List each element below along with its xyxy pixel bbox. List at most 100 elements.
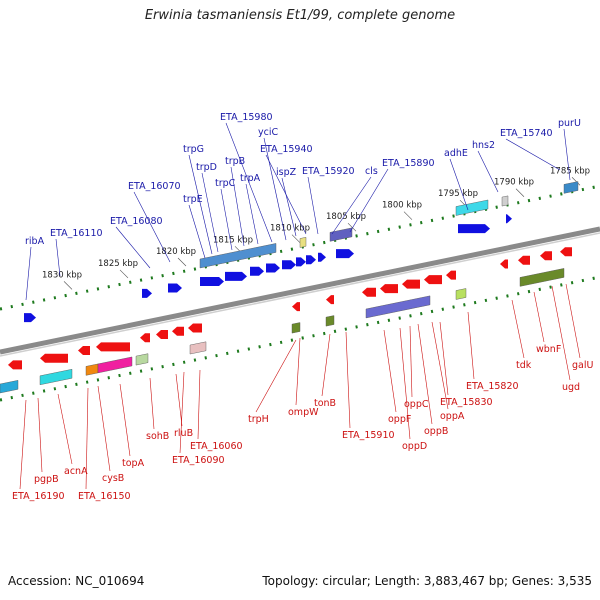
top-gene-label: ETA_15740: [500, 128, 553, 139]
reverse-cds-arrow: [540, 251, 552, 261]
bottom-gene-leader: [431, 321, 449, 410]
bottom-gene-leader: [399, 327, 411, 440]
top-gene-label: cls: [365, 166, 378, 177]
scale-label: 1805 kbp: [326, 212, 366, 222]
scale-label: 1800 kbp: [382, 201, 422, 211]
top-gene-leader: [477, 150, 499, 193]
top-gene-label: trpE: [183, 194, 203, 205]
scale-leader: [291, 234, 301, 243]
top-gene-leader: [265, 154, 307, 235]
scale-label: 1790 kbp: [494, 178, 534, 188]
bottom-gene-leader: [57, 393, 73, 465]
top-gene-leader: [55, 238, 61, 277]
reverse-cds-arrow: [362, 287, 376, 297]
top-gene-leader: [25, 246, 32, 301]
bottom-gene-label: tonB: [314, 398, 336, 409]
bottom-gene-label: oppC: [404, 399, 429, 410]
bottom-gene-leader: [97, 385, 111, 472]
reverse-product-box: [455, 288, 467, 300]
bottom-gene-leader: [119, 383, 131, 457]
forward-cds-arrow: [168, 283, 182, 293]
forward-cds-arrow: [306, 255, 316, 265]
forward-product-box: [563, 181, 579, 194]
reverse-cds-arrow: [156, 330, 168, 340]
top-gene-label: ETA_15980: [220, 112, 273, 123]
scale-leader: [515, 188, 525, 197]
scale-leader: [347, 222, 357, 232]
bottom-gene-label: ETA_15910: [342, 430, 395, 441]
bottom-gene-leader: [533, 291, 545, 343]
top-gene-label: yciC: [258, 127, 278, 138]
bottom-gene-label: topA: [122, 458, 145, 469]
top-gene-leader: [245, 183, 259, 245]
bottom-gene-leader: [345, 331, 351, 429]
top-gene-leader: [133, 191, 171, 263]
top-gene-label: ETA_16080: [110, 216, 163, 227]
reverse-product-box: [0, 380, 19, 394]
top-gene-label: ribA: [25, 236, 45, 247]
scale-label: 1820 kbp: [156, 247, 196, 257]
reverse-product-box: [365, 295, 431, 319]
bottom-gene-leader: [197, 369, 201, 440]
top-gene-leader: [230, 166, 245, 247]
top-gene-label: ispZ: [276, 167, 297, 178]
reverse-cds-arrow: [518, 255, 530, 265]
scale-leader: [403, 211, 413, 220]
top-gene-label: trpD: [196, 162, 217, 173]
reverse-cds-arrow: [292, 302, 300, 312]
top-gene-label: ETA_16070: [128, 181, 181, 192]
bottom-gene-leader: [417, 323, 433, 425]
forward-cds-arrow: [318, 252, 326, 262]
top-gene-leader: [331, 176, 372, 235]
bottom-gene-label: tdk: [516, 360, 532, 371]
forward-cds-arrow: [200, 277, 224, 286]
bottom-gene-label: rluB: [174, 428, 193, 439]
reverse-product-box: [189, 341, 207, 355]
bottom-gene-label: oppB: [424, 426, 448, 437]
reverse-product-box: [519, 268, 565, 287]
bottom-gene-leader: [255, 339, 297, 413]
bottom-gene-leader: [37, 397, 43, 473]
bottom-gene-leader: [409, 325, 413, 398]
forward-cds-arrow: [250, 266, 264, 276]
reverse-cds-arrow: [500, 259, 508, 269]
genome-summary-label: Topology: circular; Length: 3,883,467 bp…: [262, 574, 592, 588]
top-gene-leader: [349, 168, 389, 233]
reverse-cds-arrow: [96, 342, 130, 352]
top-gene-label: ETA_16110: [50, 228, 103, 239]
top-gene-label: ETA_15890: [382, 158, 435, 169]
bottom-gene-leader: [85, 387, 89, 490]
reverse-cds-arrow: [188, 323, 202, 333]
top-gene-leader: [188, 154, 213, 255]
bottom-gene-leader: [149, 377, 155, 430]
top-gene-leader: [281, 177, 297, 237]
top-gene-label: ETA_15920: [302, 166, 355, 177]
top-gene-label: hns2: [472, 140, 495, 151]
top-gene-label: trpA: [240, 173, 261, 184]
reverse-product-box: [39, 368, 73, 386]
reverse-product-box: [85, 363, 99, 376]
scale-label: 1795 kbp: [438, 189, 478, 199]
top-gene-leader: [263, 137, 287, 241]
forward-cds-arrow: [225, 271, 247, 281]
backbone-line-inner: [0, 232, 600, 357]
bottom-gene-label: galU: [572, 360, 593, 371]
forward-cds-arrow: [296, 257, 306, 267]
bottom-gene-label: ETA_15830: [440, 397, 493, 408]
scale-label: 1825 kbp: [98, 259, 138, 269]
forward-product-box: [329, 227, 353, 242]
bottom-gene-leader: [383, 329, 397, 413]
bottom-gene-label: ETA_16060: [190, 441, 243, 452]
top-gene-leader: [505, 138, 561, 171]
bottom-gene-label: acnA: [64, 466, 88, 477]
reverse-product-box: [325, 315, 335, 327]
bottom-gene-label: trpH: [248, 414, 269, 425]
forward-product-box: [501, 195, 509, 207]
bottom-gene-leader: [467, 311, 475, 380]
bottom-gene-leader: [565, 283, 581, 359]
forward-cds-arrow: [142, 288, 152, 298]
reverse-cds-arrow: [140, 333, 150, 343]
reverse-cds-arrow: [424, 275, 442, 285]
top-gene-leader: [225, 122, 273, 243]
